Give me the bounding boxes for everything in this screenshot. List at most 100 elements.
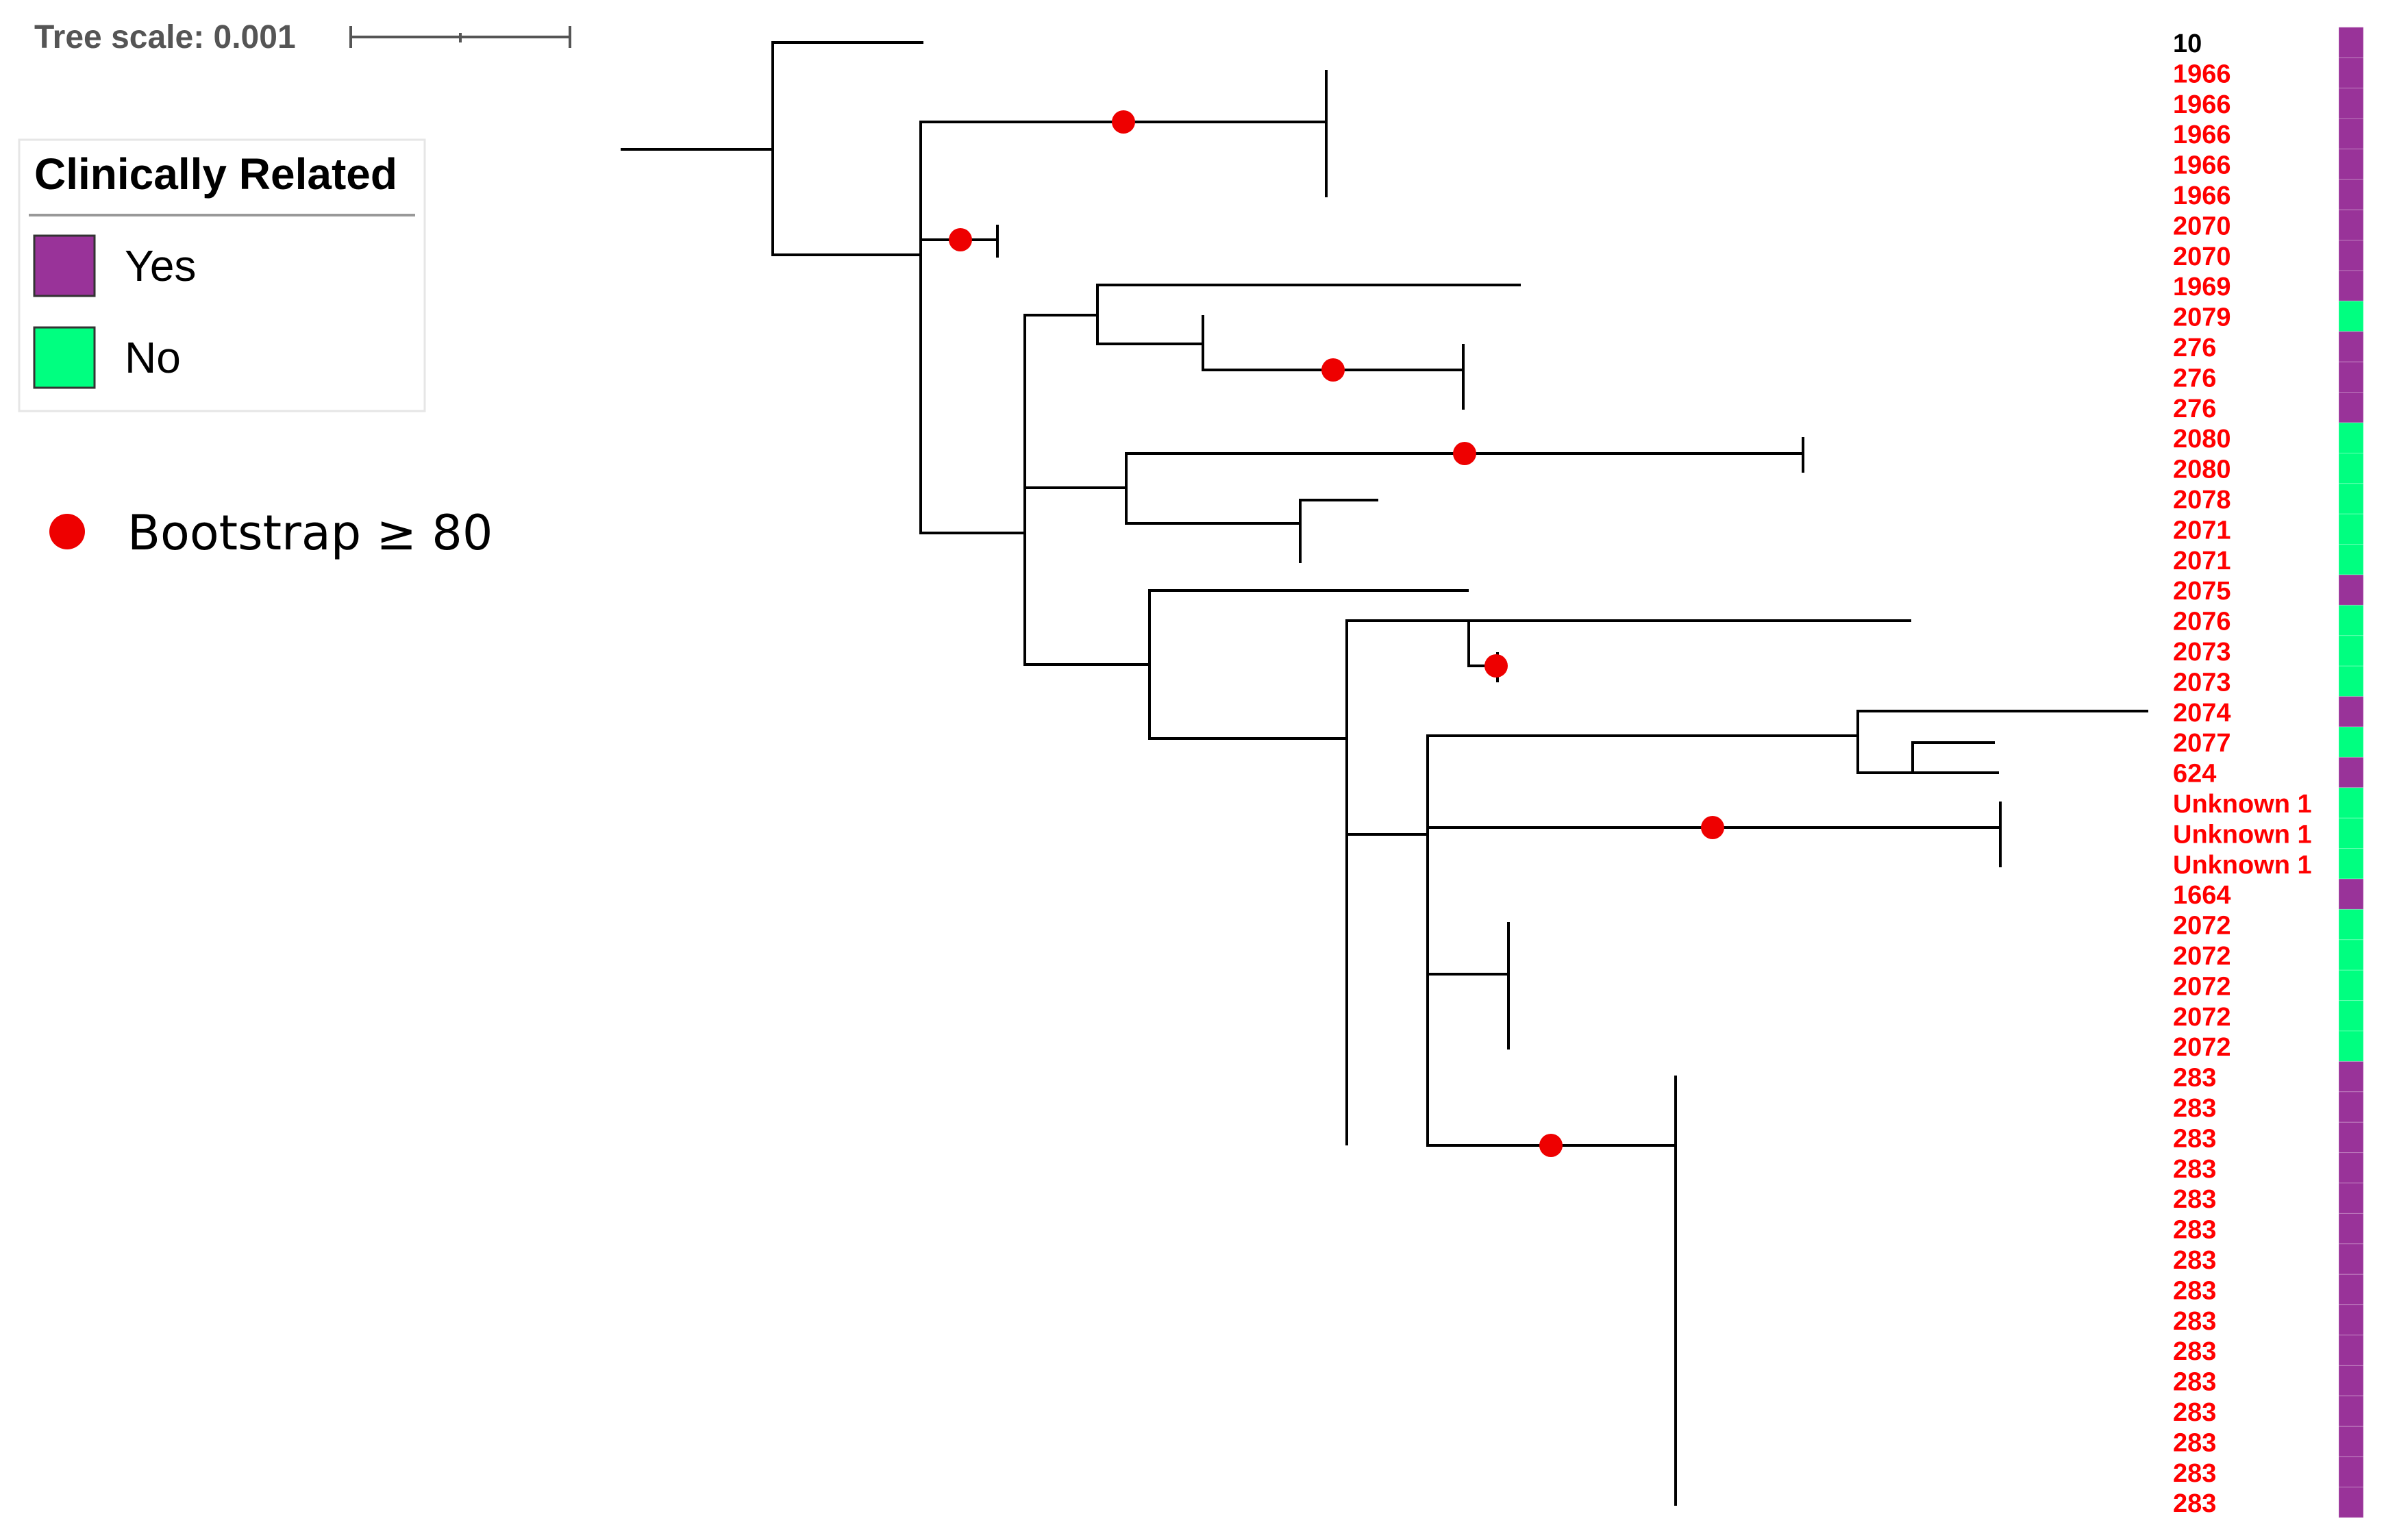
leaf-label: 283 [2173,1246,2216,1275]
leaf-labels: 1019661966196619661966207020701969207927… [2173,29,2312,1518]
leaf-label: 283 [2173,1337,2216,1366]
leaf-label: 276 [2173,395,2216,423]
strip-cell [2338,1456,2364,1488]
strip-cell [2338,908,2364,941]
leaf-label: 2070 [2173,243,2231,271]
strip-cell [2338,300,2364,332]
leaf-label: 1966 [2173,121,2231,149]
strip-cell [2338,1274,2364,1306]
leaf-label: 283 [2173,1368,2216,1397]
strip-cell [2338,240,2364,271]
leaf-label: 1966 [2173,90,2231,119]
bootstrap-dot [1112,110,1135,134]
leaf-label: 2080 [2173,425,2231,454]
strip-cell [2338,1030,2364,1062]
strip-cell [2338,513,2364,545]
leaf-label: 283 [2173,1216,2216,1245]
strip-cell [2338,361,2364,393]
bootstrap-dot [1701,816,1724,839]
leaf-label: 2070 [2173,212,2231,240]
leaf-label: 2072 [2173,1033,2231,1062]
strip-cell [2338,817,2364,849]
leaf-label: 1664 [2173,881,2231,910]
strip-cell [2338,118,2364,149]
leaf-label: 283 [2173,1064,2216,1093]
strip-cell [2338,1395,2364,1427]
strip-cell [2338,1334,2364,1366]
strip-cell [2338,1304,2364,1336]
strip-cell [2338,969,2364,1002]
strip-cell [2338,422,2364,454]
strip-cell [2338,1213,2364,1245]
leaf-label: 1969 [2173,273,2231,301]
leaf-label: 283 [2173,1276,2216,1305]
strip-cell [2338,756,2364,788]
tree-scale-label: Tree scale: 0.001 [34,19,296,55]
leaf-label: 2080 [2173,456,2231,484]
strip-cell [2338,787,2364,819]
bootstrap-dots [949,110,1724,1157]
leaf-label: 1966 [2173,60,2231,88]
leaf-label: 2072 [2173,942,2231,971]
strip-cell [2338,57,2364,89]
tree-scale: Tree scale: 0.001 [34,19,571,55]
strip-cell [2338,392,2364,423]
strip-cell [2338,848,2364,880]
leaf-label: 2073 [2173,638,2231,667]
strip-cell [2338,939,2364,971]
leaf-label: 2072 [2173,972,2231,1001]
leaf-label: 1966 [2173,182,2231,210]
bootstrap-legend-label: Bootstrap ≥ 80 [127,505,493,561]
bootstrap-dot [1484,654,1508,678]
leaf-label: 2076 [2173,608,2231,636]
strip-cell [2338,604,2364,636]
strip-cell [2338,1152,2364,1184]
leaf-label: 2074 [2173,699,2231,728]
leaf-label: 2078 [2173,486,2231,514]
leaf-label: 283 [2173,1124,2216,1153]
leaf-label: Unknown 1 [2173,790,2312,819]
leaf-label: 2079 [2173,303,2231,332]
leaf-label: 283 [2173,1185,2216,1214]
strip-cell [2338,331,2364,362]
strip-cell [2338,696,2364,728]
bootstrap-dot [1453,442,1476,465]
strip-cell [2338,1182,2364,1214]
leaf-label: 2072 [2173,1003,2231,1032]
bootstrap-legend-dot-icon [49,514,85,549]
leaf-label: 276 [2173,334,2216,362]
bootstrap-dot [1539,1134,1563,1157]
strip-cell [2338,665,2364,697]
strip-cell [2338,1487,2364,1518]
bootstrap-dot [949,228,972,251]
leaf-label: 2072 [2173,912,2231,941]
leaf-label: 2077 [2173,729,2231,758]
legend-label-yes: Yes [125,241,196,290]
leaf-label: 283 [2173,1428,2216,1457]
strip-cell [2338,726,2364,758]
legend-label-no: No [125,333,181,382]
leaf-label: 283 [2173,1398,2216,1427]
strip-cell [2338,483,2364,514]
leaf-label: 2071 [2173,516,2231,545]
strip-cell [2338,1365,2364,1397]
clinical-color-strip [2338,27,2364,1518]
bootstrap-legend: Bootstrap ≥ 80 [49,505,493,561]
strip-cell [2338,1060,2364,1093]
strip-cell [2338,1243,2364,1275]
legend: Clinically Related Yes No [18,138,426,412]
leaf-label: 1966 [2173,151,2231,180]
bootstrap-dot [1321,358,1345,382]
leaf-label: Unknown 1 [2173,820,2312,849]
strip-cell [2338,1426,2364,1458]
strip-cell [2338,88,2364,119]
strip-cell [2338,574,2364,606]
strip-cell [2338,270,2364,301]
leaf-label: 2075 [2173,577,2231,606]
legend-swatch-yes [33,234,96,297]
leaf-label: 2073 [2173,668,2231,697]
strip-cell [2338,1091,2364,1123]
strip-cell [2338,635,2364,667]
leaf-label: 283 [2173,1094,2216,1123]
